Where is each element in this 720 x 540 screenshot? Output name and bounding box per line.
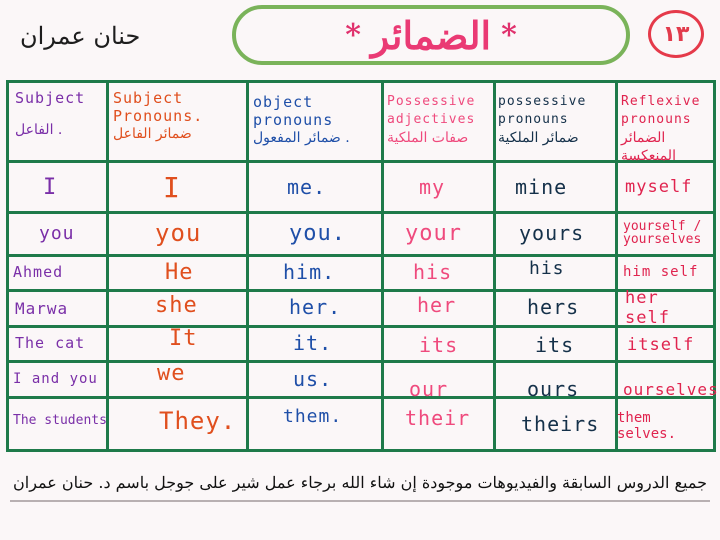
star-right: * — [501, 17, 517, 53]
cell-object-pronoun: them. — [283, 405, 343, 427]
header-ar: ضمائر المفعول . — [253, 130, 350, 146]
column-divider — [493, 83, 496, 449]
page-number: ١٣ — [648, 10, 704, 58]
cell-possessive-pronoun: hers — [527, 295, 580, 319]
header-en: Possessive adjectives — [387, 94, 476, 127]
cell-subject: you — [39, 222, 75, 244]
header-ar: الضمائر المنعكسة — [621, 130, 676, 164]
header-subject: Subject الفاعل . — [15, 85, 103, 139]
page-title-box: * الضمائر * — [232, 5, 630, 65]
cell-possessive-adjective: their — [405, 406, 471, 430]
cell-subject-pronoun: It — [169, 325, 198, 351]
pronouns-table: Subject الفاعل . Subject Pronouns. ضمائر… — [6, 80, 719, 452]
header-ar: ضمائر الملكية — [498, 130, 579, 146]
cell-reflexive-pronoun: them selves. — [617, 410, 677, 442]
cell-object-pronoun: him. — [283, 260, 336, 284]
cell-reflexive-pronoun: him self — [623, 264, 699, 280]
row-divider — [9, 160, 713, 163]
footer-note: جميع الدروس السابقة والفيديوهات موجودة إ… — [13, 472, 707, 492]
header-en: object pronouns — [253, 93, 334, 129]
cell-possessive-adjective: his — [413, 260, 453, 284]
row-divider — [9, 325, 713, 328]
cell-subject-pronoun: you — [155, 219, 202, 247]
cell-reflexive-pronoun: itself — [627, 335, 695, 355]
cell-possessive-pronoun: theirs — [521, 412, 600, 436]
cell-possessive-adjective: her — [417, 293, 457, 317]
header-en: Reflexive pronouns — [621, 94, 701, 127]
cell-subject: The cat — [15, 334, 86, 352]
cell-possessive-pronoun: its — [535, 333, 575, 357]
cell-possessive-adjective: its — [419, 333, 459, 357]
header-en: Subject — [15, 89, 86, 107]
cell-object-pronoun: it. — [293, 331, 333, 355]
footer-divider — [10, 500, 710, 502]
cell-subject: I — [43, 174, 58, 200]
header-ar: صفات الملكية — [387, 130, 469, 146]
cell-possessive-pronoun: ours — [527, 377, 580, 401]
row-divider — [9, 254, 713, 257]
cell-reflexive-pronoun: myself — [625, 177, 693, 197]
cell-subject: I and you — [13, 371, 98, 387]
cell-subject: Ahmed — [13, 263, 64, 281]
header-object-pronouns: object pronouns ضمائر المفعول . — [253, 89, 379, 147]
column-divider — [246, 83, 249, 449]
header-possessive-pronouns: possessive pronouns ضمائر الملكية — [498, 89, 614, 147]
cell-subject-pronoun: I — [163, 170, 181, 204]
page-title: الضمائر — [370, 12, 492, 58]
cell-object-pronoun: us. — [293, 367, 333, 391]
row-divider — [9, 211, 713, 214]
cell-subject-pronoun: They. — [159, 407, 237, 435]
cell-possessive-adjective: your — [405, 220, 462, 246]
cell-reflexive-pronoun: her self — [625, 288, 670, 328]
cell-subject-pronoun: she — [155, 292, 198, 318]
cell-possessive-pronoun: yours — [519, 221, 585, 245]
cell-possessive-pronoun: mine — [515, 175, 568, 199]
cell-object-pronoun: you. — [289, 220, 346, 246]
cell-possessive-adjective: my — [419, 175, 446, 199]
cell-object-pronoun: me. — [287, 175, 327, 199]
cell-reflexive-pronoun: yourself / yourselves — [623, 219, 702, 247]
column-divider — [106, 83, 109, 449]
cell-object-pronoun: her. — [289, 295, 342, 319]
row-divider — [9, 396, 713, 399]
header-reflexive-pronouns: Reflexive pronouns الضمائر المنعكسة — [621, 89, 715, 165]
cell-possessive-pronoun: his — [529, 257, 565, 279]
header-en: Subject Pronouns. — [113, 89, 204, 125]
cell-reflexive-pronoun: ourselves — [623, 379, 719, 399]
header-ar: الفاعل . — [15, 122, 63, 138]
cell-subject: The students — [13, 412, 107, 428]
cell-possessive-adjective: our — [409, 377, 449, 401]
column-divider — [381, 83, 384, 449]
header-ar: ضمائر الفاعل — [113, 126, 192, 142]
author-name: حنان عمران — [20, 22, 141, 50]
cell-subject: Marwa — [15, 298, 69, 318]
cell-subject-pronoun: He — [165, 259, 194, 285]
header-en: possessive pronouns — [498, 94, 587, 127]
column-divider — [615, 83, 618, 449]
row-divider — [9, 360, 713, 363]
cell-subject-pronoun: we — [157, 360, 186, 386]
star-left: * — [345, 17, 361, 53]
row-divider — [9, 289, 713, 292]
header-possessive-adjectives: Possessive adjectives صفات الملكية — [387, 89, 493, 147]
header-subject-pronouns: Subject Pronouns. ضمائر الفاعل — [113, 85, 245, 143]
